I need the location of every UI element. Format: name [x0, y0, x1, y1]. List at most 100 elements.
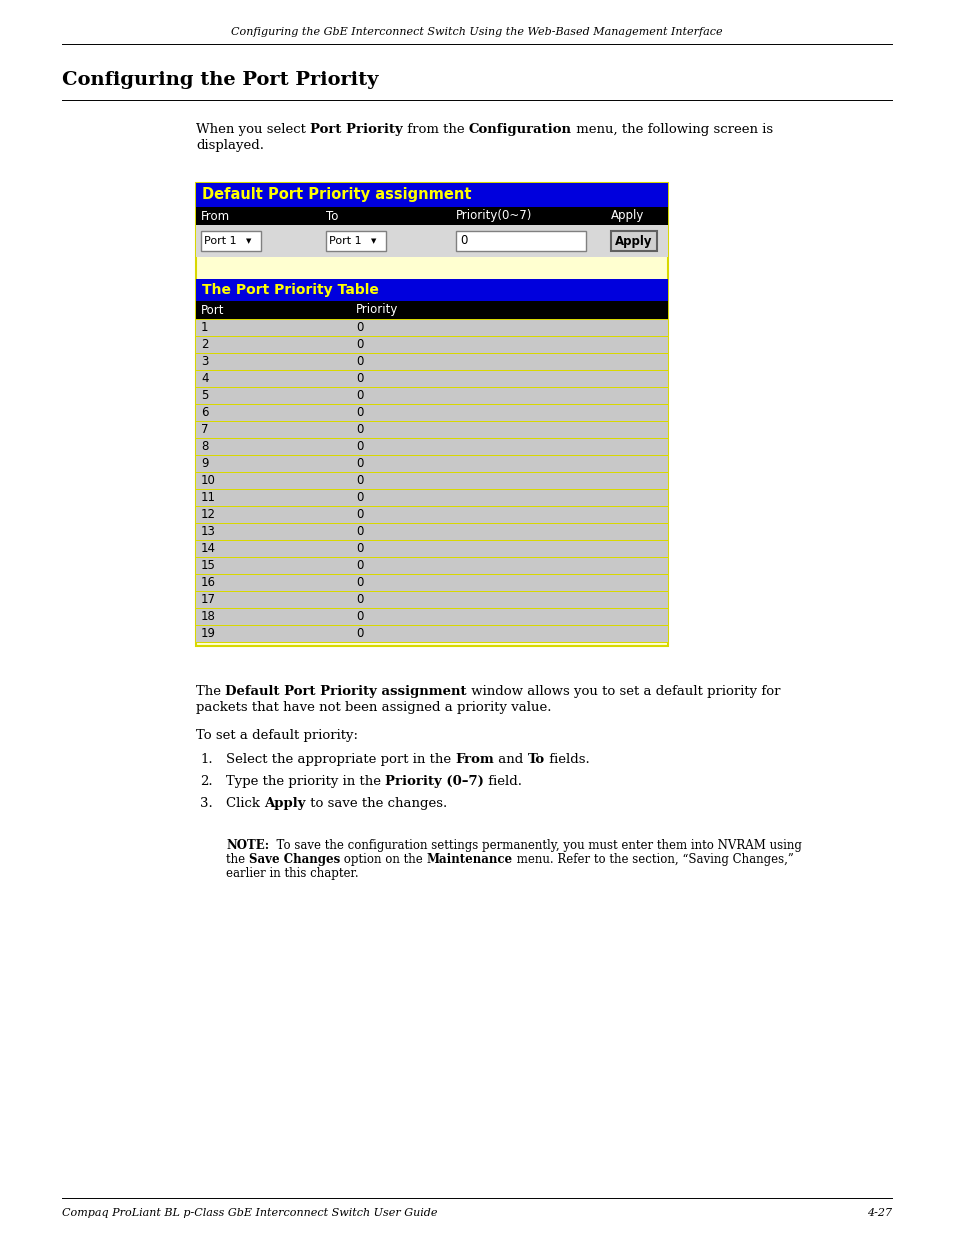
Text: 16: 16	[201, 576, 215, 589]
Bar	[195, 421, 667, 438]
Bar	[195, 336, 667, 353]
Text: fields.: fields.	[544, 753, 589, 766]
Text: menu. Refer to the section, “Saving Changes,”: menu. Refer to the section, “Saving Chan…	[512, 853, 793, 866]
Text: 4: 4	[201, 372, 209, 385]
Text: Apply: Apply	[610, 210, 643, 222]
Text: Port Priority: Port Priority	[310, 124, 402, 136]
Text: Priority(0~7): Priority(0~7)	[456, 210, 532, 222]
Bar	[195, 353, 667, 370]
Text: 3.: 3.	[200, 797, 213, 810]
Text: 0: 0	[355, 321, 363, 333]
Text: 17: 17	[201, 593, 215, 606]
Bar	[195, 319, 667, 336]
Bar	[201, 231, 261, 251]
Text: 0: 0	[355, 610, 363, 622]
Text: 9: 9	[201, 457, 209, 471]
Text: Select the appropriate port in the: Select the appropriate port in the	[226, 753, 455, 766]
Bar	[195, 608, 667, 625]
Text: 1: 1	[201, 321, 209, 333]
Text: From: From	[455, 753, 494, 766]
Text: Port 1: Port 1	[204, 236, 236, 246]
Bar	[195, 301, 667, 319]
Text: 14: 14	[201, 542, 215, 555]
Text: window allows you to set a default priority for: window allows you to set a default prior…	[466, 685, 780, 698]
Text: 3: 3	[201, 354, 208, 368]
Bar	[195, 625, 667, 642]
Bar	[326, 231, 386, 251]
Text: 5: 5	[201, 389, 208, 403]
Text: 4-27: 4-27	[866, 1208, 891, 1218]
Text: 0: 0	[355, 593, 363, 606]
Bar	[195, 540, 667, 557]
Text: To: To	[326, 210, 338, 222]
Text: To: To	[527, 753, 544, 766]
Text: 0: 0	[355, 389, 363, 403]
Text: Apply: Apply	[615, 235, 652, 247]
Text: 0: 0	[355, 474, 363, 487]
Text: 10: 10	[201, 474, 215, 487]
Text: The Port Priority Table: The Port Priority Table	[202, 283, 378, 296]
Text: option on the: option on the	[340, 853, 426, 866]
Text: 0: 0	[355, 542, 363, 555]
Bar	[195, 404, 667, 421]
Text: field.: field.	[483, 776, 521, 788]
Bar	[195, 454, 667, 472]
Text: 19: 19	[201, 627, 215, 640]
Text: menu, the following screen is: menu, the following screen is	[571, 124, 772, 136]
Text: Default Port Priority assignment: Default Port Priority assignment	[225, 685, 466, 698]
Bar	[195, 489, 667, 506]
Bar	[195, 183, 667, 646]
Bar	[456, 231, 585, 251]
Text: 12: 12	[201, 508, 215, 521]
Text: Save Changes: Save Changes	[249, 853, 340, 866]
Text: Default Port Priority assignment: Default Port Priority assignment	[202, 188, 471, 203]
Text: 0: 0	[355, 424, 363, 436]
Text: NOTE:: NOTE:	[226, 839, 269, 852]
Bar	[195, 207, 667, 225]
Text: Configuration: Configuration	[468, 124, 571, 136]
Text: Port: Port	[201, 304, 224, 316]
Text: Type the priority in the: Type the priority in the	[226, 776, 385, 788]
Bar	[195, 574, 667, 592]
Bar	[195, 557, 667, 574]
Bar	[195, 472, 667, 489]
Text: 0: 0	[355, 508, 363, 521]
Text: the: the	[226, 853, 249, 866]
Text: 2: 2	[201, 338, 209, 351]
Text: When you select: When you select	[195, 124, 310, 136]
Text: ▼: ▼	[246, 238, 252, 245]
Text: 0: 0	[355, 559, 363, 572]
Text: From: From	[201, 210, 230, 222]
Text: 1.: 1.	[200, 753, 213, 766]
Text: Click: Click	[226, 797, 264, 810]
Text: Configuring the Port Priority: Configuring the Port Priority	[62, 70, 378, 89]
Bar	[195, 279, 667, 301]
Text: 7: 7	[201, 424, 209, 436]
Text: 0: 0	[355, 576, 363, 589]
Text: To set a default priority:: To set a default priority:	[195, 729, 357, 742]
Bar	[195, 225, 667, 257]
Text: Port 1: Port 1	[329, 236, 361, 246]
Text: Priority (0–7): Priority (0–7)	[385, 776, 483, 788]
Text: 0: 0	[355, 338, 363, 351]
Text: 0: 0	[355, 457, 363, 471]
Text: 0: 0	[355, 354, 363, 368]
Text: 11: 11	[201, 492, 215, 504]
Text: to save the changes.: to save the changes.	[305, 797, 447, 810]
Bar	[195, 592, 667, 608]
Bar	[195, 506, 667, 522]
Text: 13: 13	[201, 525, 215, 538]
Text: 6: 6	[201, 406, 209, 419]
Text: ▼: ▼	[371, 238, 376, 245]
Text: 0: 0	[355, 406, 363, 419]
Text: The: The	[195, 685, 225, 698]
Text: 0: 0	[355, 440, 363, 453]
Text: 2.: 2.	[200, 776, 213, 788]
Text: 15: 15	[201, 559, 215, 572]
Bar	[195, 183, 667, 207]
Text: 18: 18	[201, 610, 215, 622]
Text: and: and	[494, 753, 527, 766]
Text: 8: 8	[201, 440, 208, 453]
Text: Priority: Priority	[355, 304, 398, 316]
Text: 0: 0	[355, 525, 363, 538]
